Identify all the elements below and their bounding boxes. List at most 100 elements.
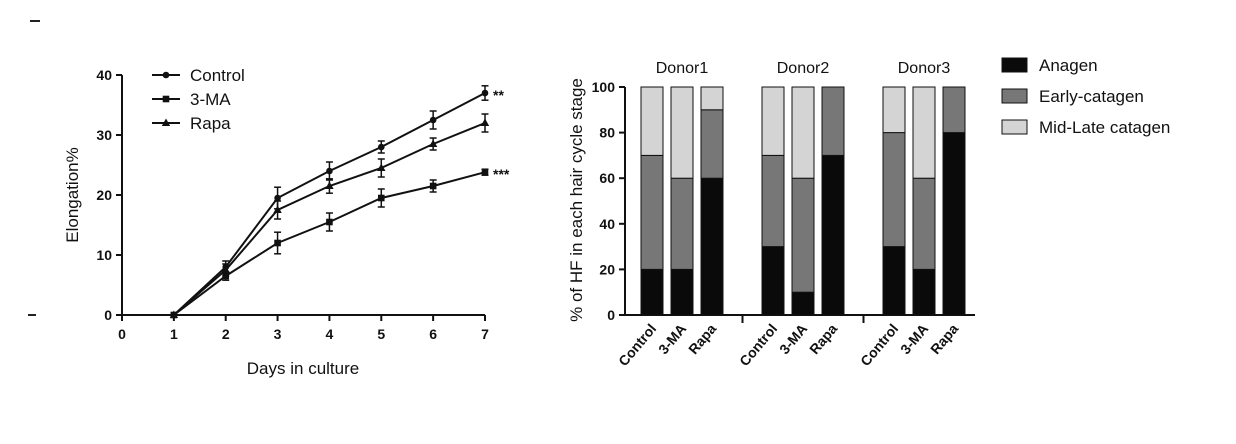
legend-swatch-anagen [1001, 57, 1028, 73]
x-category-label: Rapa [927, 320, 961, 357]
line-chart-axes: 0 10 20 30 40 0 1 2 3 4 5 6 7 [96, 67, 489, 342]
legend-marker-rapa [161, 118, 171, 126]
data-point-control [429, 116, 437, 124]
bar-segment-anagen [942, 132, 966, 316]
data-point-rapa [480, 118, 490, 126]
x-tick-label: 4 [326, 326, 334, 342]
group-label-donor2: Donor2 [777, 60, 830, 77]
data-point-3-ma [274, 239, 281, 247]
x-category-label: Rapa [806, 320, 840, 357]
legend-item-anagen: Anagen [1001, 56, 1098, 75]
bar-segment-anagen [791, 291, 815, 316]
x-category-label: 3-MA [655, 321, 689, 358]
bar-y-tick-label: 20 [599, 261, 615, 277]
significance-3-ma: *** [493, 166, 510, 182]
data-point-rapa [428, 139, 438, 147]
x-tick-label: 6 [429, 326, 437, 342]
legend-item-3-ma: 3-MA [152, 90, 231, 109]
x-category-label: 3-MA [897, 321, 931, 358]
bar-segment-mid-late-catagen [670, 86, 694, 179]
legend-label-rapa: Rapa [190, 114, 231, 133]
group-label-donor1: Donor1 [656, 60, 709, 77]
legend-swatch-early-catagen [1001, 88, 1028, 104]
bar-segment-early-catagen [942, 86, 966, 134]
bar-segment-mid-late-catagen [640, 86, 664, 156]
bar-segment-mid-late-catagen [791, 86, 815, 179]
bar-segment-early-catagen [821, 86, 845, 156]
bar-y-tick-label: 100 [592, 79, 616, 95]
x-tick-label: 0 [118, 326, 126, 342]
legend-swatch-mid-late-catagen [1001, 119, 1028, 135]
x-tick-label: 3 [274, 326, 282, 342]
series-3-ma: *** [170, 166, 510, 319]
line-chart-legend: Control 3-MA Rapa [152, 66, 245, 133]
data-point-control [326, 167, 333, 175]
legend-item-control: Control [152, 66, 245, 85]
legend-marker-3-ma [162, 95, 170, 103]
x-tick-label: 1 [170, 326, 178, 342]
data-point-3-ma [429, 182, 437, 190]
y-tick-label: 20 [96, 187, 112, 203]
bar-y-tick-label: 80 [599, 125, 615, 141]
x-category-label: 3-MA [776, 321, 810, 358]
bar-segment-mid-late-catagen [700, 86, 724, 111]
bar-segment-mid-late-catagen [761, 86, 785, 156]
data-point-3-ma [326, 218, 333, 226]
legend-item-early-catagen: Early-catagen [1001, 87, 1144, 106]
legend-label-3-ma: 3-MA [190, 90, 231, 109]
data-point-rapa [273, 205, 282, 213]
x-category-label: Control [615, 321, 659, 369]
data-point-control [274, 194, 281, 202]
significance-control: ** [493, 87, 504, 103]
bar-segment-anagen [882, 246, 906, 316]
x-category-label: Rapa [685, 320, 719, 357]
x-category-label: Control [736, 321, 780, 369]
legend-label-anagen: Anagen [1039, 56, 1098, 75]
legend-label-control: Control [190, 66, 245, 85]
bar-chart-legend: Anagen Early-catagen Mid-Late catagen [1001, 56, 1170, 137]
bar-segment-mid-late-catagen [882, 86, 906, 134]
group-label-donor3: Donor3 [898, 60, 951, 77]
bar-y-tick-label: 0 [607, 307, 615, 323]
legend-label-mid-late-catagen: Mid-Late catagen [1039, 118, 1170, 137]
bar-chart-bars: Donor1Control3-MARapaDonor2Control3-MARa… [615, 60, 966, 369]
data-point-rapa [325, 181, 334, 189]
x-tick-label: 2 [222, 326, 230, 342]
legend-marker-control [162, 71, 170, 79]
data-point-control [377, 143, 385, 151]
bar-segment-mid-late-catagen [912, 86, 936, 179]
data-point-control [481, 89, 489, 97]
data-point-3-ma [377, 194, 385, 202]
x-category-label: Control [857, 321, 901, 369]
bar-segment-early-catagen [670, 177, 694, 270]
series-rapa [169, 113, 490, 318]
bar-chart-y-axis-title: % of HF in each hair cycle stage [567, 78, 586, 322]
bar-segment-anagen [640, 268, 664, 316]
legend-item-mid-late-catagen: Mid-Late catagen [1001, 118, 1170, 137]
bar-segment-early-catagen [700, 109, 724, 179]
y-tick-label: 40 [96, 67, 112, 83]
bar-segment-anagen [761, 246, 785, 316]
bar-segment-anagen [912, 268, 936, 316]
bar-segment-early-catagen [912, 177, 936, 270]
bar-segment-early-catagen [761, 154, 785, 248]
data-point-rapa [169, 310, 179, 318]
bar-segment-early-catagen [882, 132, 906, 248]
line-chart-y-axis-title: Elongation% [63, 147, 82, 242]
x-tick-label: 7 [481, 326, 489, 342]
bar-segment-anagen [700, 177, 724, 316]
line-chart-x-axis-title: Days in culture [247, 359, 359, 378]
bar-y-tick-label: 60 [599, 170, 615, 186]
legend-label-early-catagen: Early-catagen [1039, 87, 1144, 106]
bar-y-tick-label: 40 [599, 216, 615, 232]
y-tick-label: 30 [96, 127, 112, 143]
bar-segment-early-catagen [640, 154, 664, 270]
x-tick-label: 5 [377, 326, 385, 342]
data-point-3-ma [481, 168, 489, 176]
line-chart-series: ***** [169, 85, 510, 319]
